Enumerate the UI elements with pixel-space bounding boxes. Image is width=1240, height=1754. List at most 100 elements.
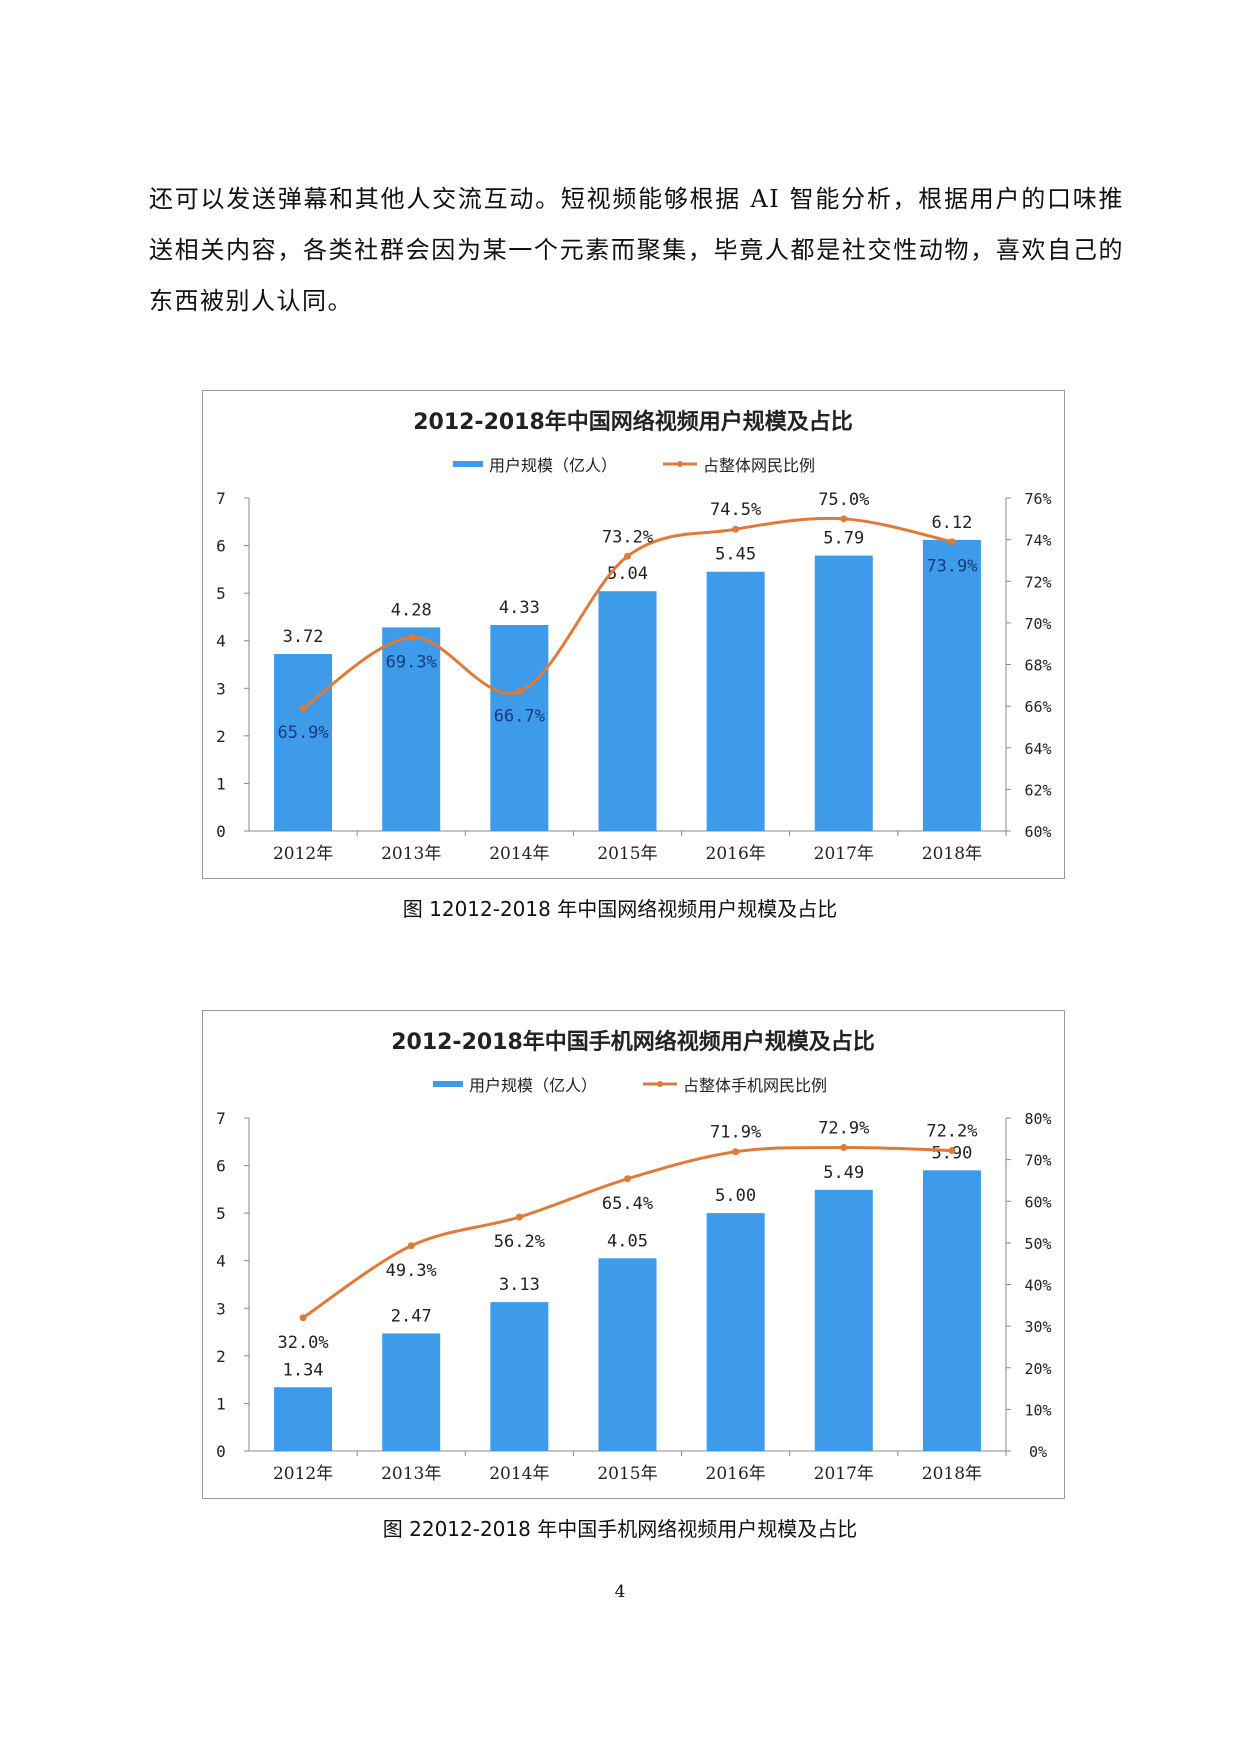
page-number: 4	[614, 1582, 626, 1602]
left-tick-label: 7	[216, 489, 226, 508]
right-tick-label: 50%	[1024, 1235, 1051, 1253]
bar-value-label: 6.12	[931, 513, 972, 533]
bar	[922, 539, 981, 831]
right-tick-label: 66%	[1024, 698, 1051, 716]
line-value-label: 56.2%	[494, 1232, 545, 1252]
bar-value-label: 1.34	[283, 1360, 324, 1380]
line-point	[407, 1242, 415, 1250]
bar	[598, 1258, 657, 1451]
bar-value-label: 5.04	[607, 564, 648, 584]
line-point	[515, 1213, 523, 1221]
line-value-label: 49.3%	[386, 1261, 437, 1281]
line-point	[840, 515, 848, 523]
line-point	[840, 1144, 848, 1152]
line-value-label: 72.2%	[926, 1121, 977, 1141]
right-tick-label: 10%	[1024, 1401, 1051, 1419]
bar-value-label: 5.45	[715, 545, 756, 565]
right-tick-label: 60%	[1024, 1193, 1051, 1211]
line-value-label: 73.2%	[602, 527, 653, 547]
bar-value-label: 3.72	[283, 627, 324, 647]
legend-bar-swatch	[453, 461, 483, 467]
bar-value-label: 5.00	[715, 1186, 756, 1206]
left-tick-label: 3	[216, 1299, 226, 1318]
right-tick-label: 70%	[1024, 1152, 1051, 1170]
right-tick-label: 0%	[1029, 1443, 1047, 1461]
bar-value-label: 3.13	[499, 1275, 540, 1295]
bar	[814, 555, 873, 831]
right-tick-label: 64%	[1024, 740, 1051, 758]
bar-value-label: 4.28	[391, 600, 432, 620]
x-tick-label: 2018年	[922, 1464, 982, 1484]
bar-value-label: 5.79	[823, 529, 864, 549]
line-value-label: 69.3%	[386, 652, 437, 672]
x-tick-label: 2017年	[814, 1464, 874, 1484]
line-value-label: 32.0%	[277, 1333, 328, 1353]
x-tick-label: 2018年	[922, 844, 982, 864]
left-tick-label: 0	[216, 1442, 226, 1461]
chart-title: 2012-2018年中国网络视频用户规模及占比	[413, 409, 853, 435]
right-tick-label: 20%	[1024, 1360, 1051, 1378]
line-point	[624, 552, 631, 560]
right-tick-label: 40%	[1024, 1277, 1051, 1295]
line-value-label: 71.9%	[710, 1123, 761, 1143]
left-tick-label: 0	[216, 822, 226, 841]
bar	[922, 1170, 981, 1451]
right-tick-label: 30%	[1024, 1318, 1051, 1336]
bar-value-label: 4.05	[607, 1231, 648, 1251]
figure-caption-1: 图 12012-2018 年中国网络视频用户规模及占比	[402, 897, 838, 921]
x-tick-label: 2012年	[273, 844, 333, 864]
left-tick-label: 2	[216, 1347, 226, 1366]
legend-line-label: 占整体网民比例	[703, 456, 815, 475]
right-tick-label: 70%	[1024, 615, 1051, 633]
bar	[490, 1302, 549, 1451]
bar-value-label: 4.33	[499, 598, 540, 618]
left-tick-label: 4	[216, 1252, 226, 1271]
line-point	[624, 1175, 631, 1183]
line-value-label: 74.5%	[710, 500, 761, 520]
line-point	[948, 538, 956, 546]
bar	[814, 1189, 873, 1451]
x-tick-label: 2013年	[381, 844, 441, 864]
line-value-label: 73.9%	[926, 557, 977, 577]
line-value-label: 75.0%	[818, 490, 869, 510]
chart-title: 2012-2018年中国手机网络视频用户规模及占比	[391, 1029, 875, 1055]
line-point	[299, 1314, 307, 1322]
bar	[382, 627, 441, 831]
bar	[598, 591, 657, 831]
figure-caption-2: 图 22012-2018 年中国手机网络视频用户规模及占比	[382, 1517, 858, 1541]
bar	[274, 654, 333, 831]
left-tick-label: 4	[216, 632, 226, 651]
left-tick-label: 5	[216, 1204, 226, 1223]
line-point	[732, 525, 740, 533]
left-tick-label: 6	[216, 1157, 226, 1176]
x-tick-label: 2015年	[597, 1464, 657, 1484]
chart-1: 2012-2018年中国网络视频用户规模及占比 用户规模（亿人） 占整体网民比例 0 1…	[202, 390, 1065, 879]
right-tick-label: 74%	[1024, 532, 1051, 550]
legend-line-label: 占整体手机网民比例	[683, 1076, 827, 1095]
legend-line-marker	[657, 1081, 663, 1087]
line-point	[515, 688, 523, 696]
line-value-label: 72.9%	[818, 1119, 869, 1139]
x-tick-label: 2012年	[273, 1464, 333, 1484]
bar-value-label: 2.47	[391, 1306, 432, 1326]
left-tick-label: 5	[216, 584, 226, 603]
legend-bar-label: 用户规模（亿人）	[469, 1076, 597, 1095]
line-point	[299, 704, 307, 712]
left-tick-label: 7	[216, 1109, 226, 1128]
x-tick-label: 2017年	[814, 844, 874, 864]
line-value-label: 65.9%	[277, 723, 328, 743]
right-tick-label: 72%	[1024, 573, 1051, 591]
bar-value-label: 5.49	[823, 1163, 864, 1183]
body-paragraph: 还可以发送弹幕和其他人交流互动。短视频能够根据 AI 智能分析，根据用户的口味推…	[149, 185, 1124, 315]
x-tick-label: 2016年	[706, 844, 766, 864]
bar	[382, 1333, 441, 1451]
line-point	[732, 1148, 740, 1156]
left-tick-label: 1	[216, 774, 226, 793]
right-tick-label: 68%	[1024, 657, 1051, 675]
right-tick-label: 62%	[1024, 781, 1051, 799]
left-tick-label: 1	[216, 1394, 226, 1413]
line-value-label: 66.7%	[494, 707, 545, 727]
right-tick-label: 76%	[1024, 490, 1051, 508]
